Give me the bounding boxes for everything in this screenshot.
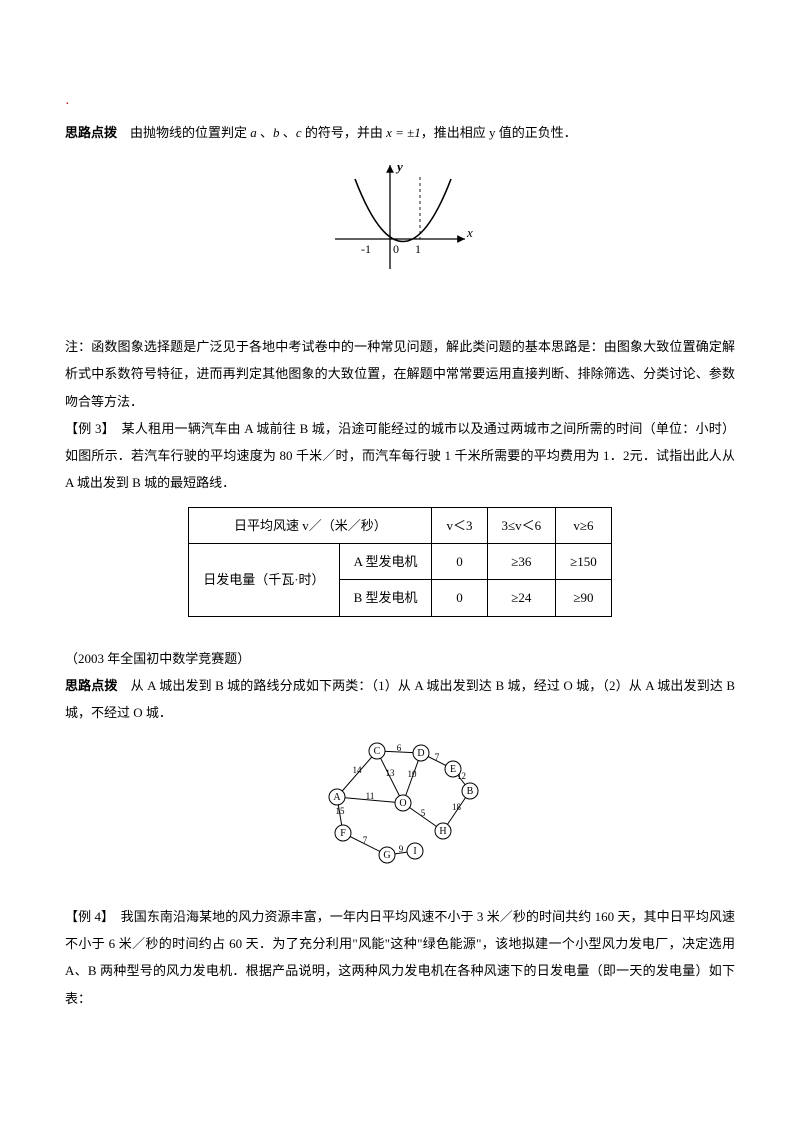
th-power-label: 日发电量（千瓦·时） xyxy=(189,544,339,617)
parabola-figure: x y -1 0 1 xyxy=(65,159,735,288)
example-3: 【例 3】 某人租用一辆汽车由 A 城前往 B 城，沿途可能经过的城市以及通过两… xyxy=(65,415,735,497)
th-col-ge6: v≥6 xyxy=(556,507,612,543)
th-col-3to6: 3≤v＜6 xyxy=(487,507,556,543)
hint-paragraph-2: 思路点拨 从 A 城出发到 B 城的路线分成如下两类：（1）从 A 城出发到达 … xyxy=(65,672,735,727)
svg-text:7: 7 xyxy=(435,752,440,762)
svg-text:H: H xyxy=(439,826,446,837)
svg-text:6: 6 xyxy=(397,743,402,753)
svg-text:14: 14 xyxy=(353,765,363,775)
table-row: 日发电量（千瓦·时） A 型发电机 0 ≥36 ≥150 xyxy=(189,544,612,580)
td-type-a: A 型发电机 xyxy=(339,544,432,580)
svg-text:11: 11 xyxy=(366,791,375,801)
th-windspeed: 日平均风速 v／（米／秒） xyxy=(189,507,432,543)
s4: ，推出相应 y 值的正负性． xyxy=(421,125,577,140)
td-type-b: B 型发电机 xyxy=(339,580,432,616)
td-b-1: 0 xyxy=(432,580,487,616)
svg-text:7: 7 xyxy=(363,835,368,845)
td-a-2: ≥36 xyxy=(487,544,556,580)
svg-text:O: O xyxy=(399,798,406,809)
s1: 、 xyxy=(257,125,273,140)
svg-text:13: 13 xyxy=(386,768,396,778)
svg-text:y: y xyxy=(395,159,403,174)
svg-text:18: 18 xyxy=(452,802,462,812)
graph-figure: 1467121511131057918ABCDEFGHIO xyxy=(65,739,735,878)
hint-body-2: 从 A 城出发到 B 城的路线分成如下两类：（1）从 A 城出发到达 B 城，经… xyxy=(65,678,735,720)
svg-text:D: D xyxy=(417,748,424,759)
svg-text:9: 9 xyxy=(399,844,404,854)
expr: x = ±1 xyxy=(386,125,421,140)
svg-text:A: A xyxy=(333,792,341,803)
td-a-1: 0 xyxy=(432,544,487,580)
svg-text:I: I xyxy=(413,846,416,857)
example-4: 【例 4】 我国东南沿海某地的风力资源丰富，一年内日平均风速不小于 3 米／秒的… xyxy=(65,903,735,1012)
wind-table: 日平均风速 v／（米／秒） v＜3 3≤v＜6 v≥6 日发电量（千瓦·时） A… xyxy=(188,507,612,617)
td-b-2: ≥24 xyxy=(487,580,556,616)
svg-text:E: E xyxy=(450,764,456,775)
hint-label: 思路点拨 xyxy=(65,125,117,140)
svg-text:C: C xyxy=(374,746,381,757)
svg-text:1: 1 xyxy=(415,242,421,256)
note-paragraph: 注：函数图象选择题是广泛见于各地中考试卷中的一种常见问题，解此类问题的基本思路是… xyxy=(65,333,735,415)
source-line: （2003 年全国初中数学竞赛题） xyxy=(65,645,735,672)
svg-text:B: B xyxy=(467,786,474,797)
th-col-lt3: v＜3 xyxy=(432,507,487,543)
svg-text:0: 0 xyxy=(393,242,399,256)
svg-text:G: G xyxy=(383,850,390,861)
s3: 的符号，并由 xyxy=(302,125,387,140)
svg-text:5: 5 xyxy=(421,808,426,818)
t1: 由抛物线的位置判定 xyxy=(117,125,250,140)
svg-text:10: 10 xyxy=(408,769,418,779)
svg-text:15: 15 xyxy=(336,806,346,816)
svg-text:F: F xyxy=(340,828,346,839)
svg-text:-1: -1 xyxy=(361,242,371,256)
td-b-3: ≥90 xyxy=(556,580,612,616)
s2: 、 xyxy=(280,125,296,140)
red-dot: · xyxy=(65,90,735,119)
hint-label-2: 思路点拨 xyxy=(65,678,118,693)
table-row: 日平均风速 v／（米／秒） v＜3 3≤v＜6 v≥6 xyxy=(189,507,612,543)
hint-paragraph-1: 思路点拨 由抛物线的位置判定 a 、b 、c 的符号，并由 x = ±1，推出相… xyxy=(65,119,735,146)
td-a-3: ≥150 xyxy=(556,544,612,580)
svg-text:x: x xyxy=(466,225,473,240)
